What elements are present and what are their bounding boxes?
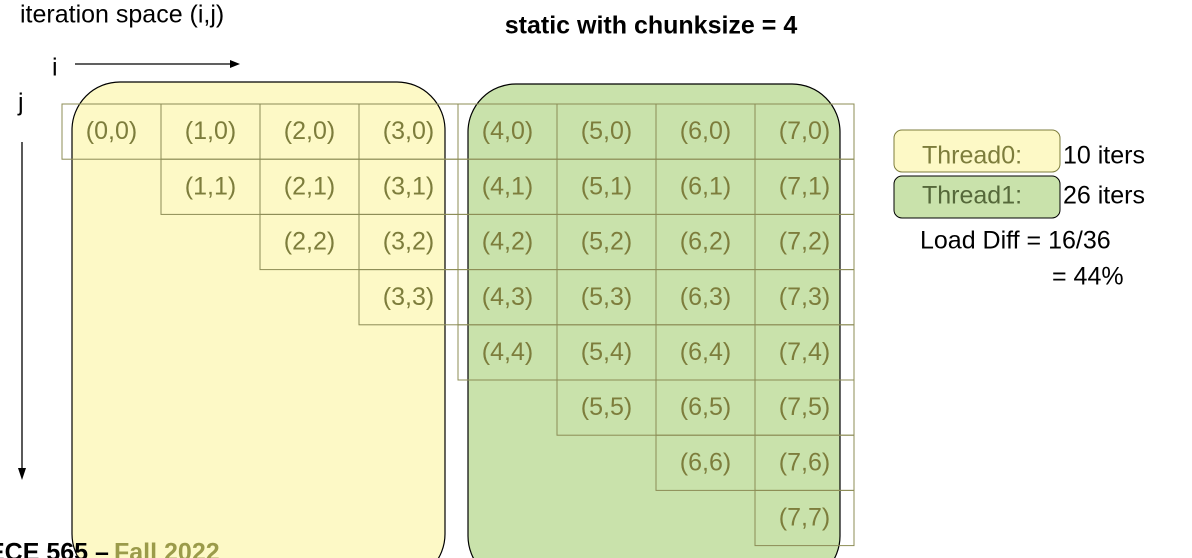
cell-label: (2,1) bbox=[284, 172, 335, 200]
cell-label: (7,4) bbox=[779, 338, 830, 366]
cell-label: (5,4) bbox=[581, 338, 632, 366]
j-arrowhead bbox=[18, 468, 26, 480]
footer-term: Fall 2022 bbox=[114, 539, 220, 558]
cell-label: (5,2) bbox=[581, 228, 632, 256]
legend-label: Thread0: bbox=[922, 142, 1022, 170]
cell-label: (6,2) bbox=[680, 228, 731, 256]
i-arrowhead bbox=[230, 60, 240, 68]
cell-label: (1,1) bbox=[185, 172, 236, 200]
cell-label: (4,1) bbox=[482, 172, 533, 200]
cell-label: (6,5) bbox=[680, 393, 731, 421]
cell-label: (1,0) bbox=[185, 117, 236, 145]
cell-label: (4,2) bbox=[482, 228, 533, 256]
axis-j: j bbox=[17, 89, 24, 117]
cell-label: (6,1) bbox=[680, 172, 731, 200]
cell-label: (2,2) bbox=[284, 228, 335, 256]
cell-label: (4,3) bbox=[482, 283, 533, 311]
cell-label: (4,4) bbox=[482, 338, 533, 366]
cell-label: (5,1) bbox=[581, 172, 632, 200]
cell-label: (6,6) bbox=[680, 448, 731, 476]
cell-label: (5,3) bbox=[581, 283, 632, 311]
cell-label: (7,0) bbox=[779, 117, 830, 145]
cell-label: (7,5) bbox=[779, 393, 830, 421]
cell-label: (2,0) bbox=[284, 117, 335, 145]
cell-label: (7,1) bbox=[779, 172, 830, 200]
cell-label: (6,0) bbox=[680, 117, 731, 145]
cell-label: (3,1) bbox=[383, 172, 434, 200]
cell-label: (6,4) bbox=[680, 338, 731, 366]
note-line: = 44% bbox=[1052, 263, 1124, 291]
cell-label: (3,0) bbox=[383, 117, 434, 145]
cell-label: (7,3) bbox=[779, 283, 830, 311]
cell-label: (5,5) bbox=[581, 393, 632, 421]
header-left: iteration space (i,j) bbox=[20, 1, 224, 29]
cell-grid: (0,0) (1,0) (2,0) (3,0) (4,0) (5,0) (6,0) (7,0)… bbox=[61, 103, 855, 547]
title: static with chunksize = 4 bbox=[505, 12, 798, 40]
legend-label: Thread1: bbox=[922, 182, 1022, 210]
legend-swatch bbox=[893, 175, 1061, 219]
cell-box bbox=[754, 489, 855, 547]
cell-label: (7,2) bbox=[779, 228, 830, 256]
cell-label: (4,0) bbox=[482, 117, 533, 145]
note-line: Load Diff = 16/36 bbox=[920, 227, 1111, 255]
cell-label: (6,3) bbox=[680, 283, 731, 311]
cell-label: (7,6) bbox=[779, 448, 830, 476]
footer-course: ECE 565 – bbox=[0, 539, 109, 558]
cell-label: (3,3) bbox=[383, 283, 434, 311]
cell-label: (7,7) bbox=[779, 504, 830, 532]
cell-label: (3,2) bbox=[383, 228, 434, 256]
axis-i: i bbox=[52, 54, 58, 82]
cell-label: (5,0) bbox=[581, 117, 632, 145]
legend-text: 26 iters bbox=[1063, 182, 1145, 210]
thread1-region bbox=[467, 83, 841, 558]
legend-text: 10 iters bbox=[1063, 142, 1145, 170]
legend-swatch bbox=[893, 129, 1061, 173]
cell-label: (0,0) bbox=[86, 117, 137, 145]
thread0-region bbox=[71, 81, 446, 558]
